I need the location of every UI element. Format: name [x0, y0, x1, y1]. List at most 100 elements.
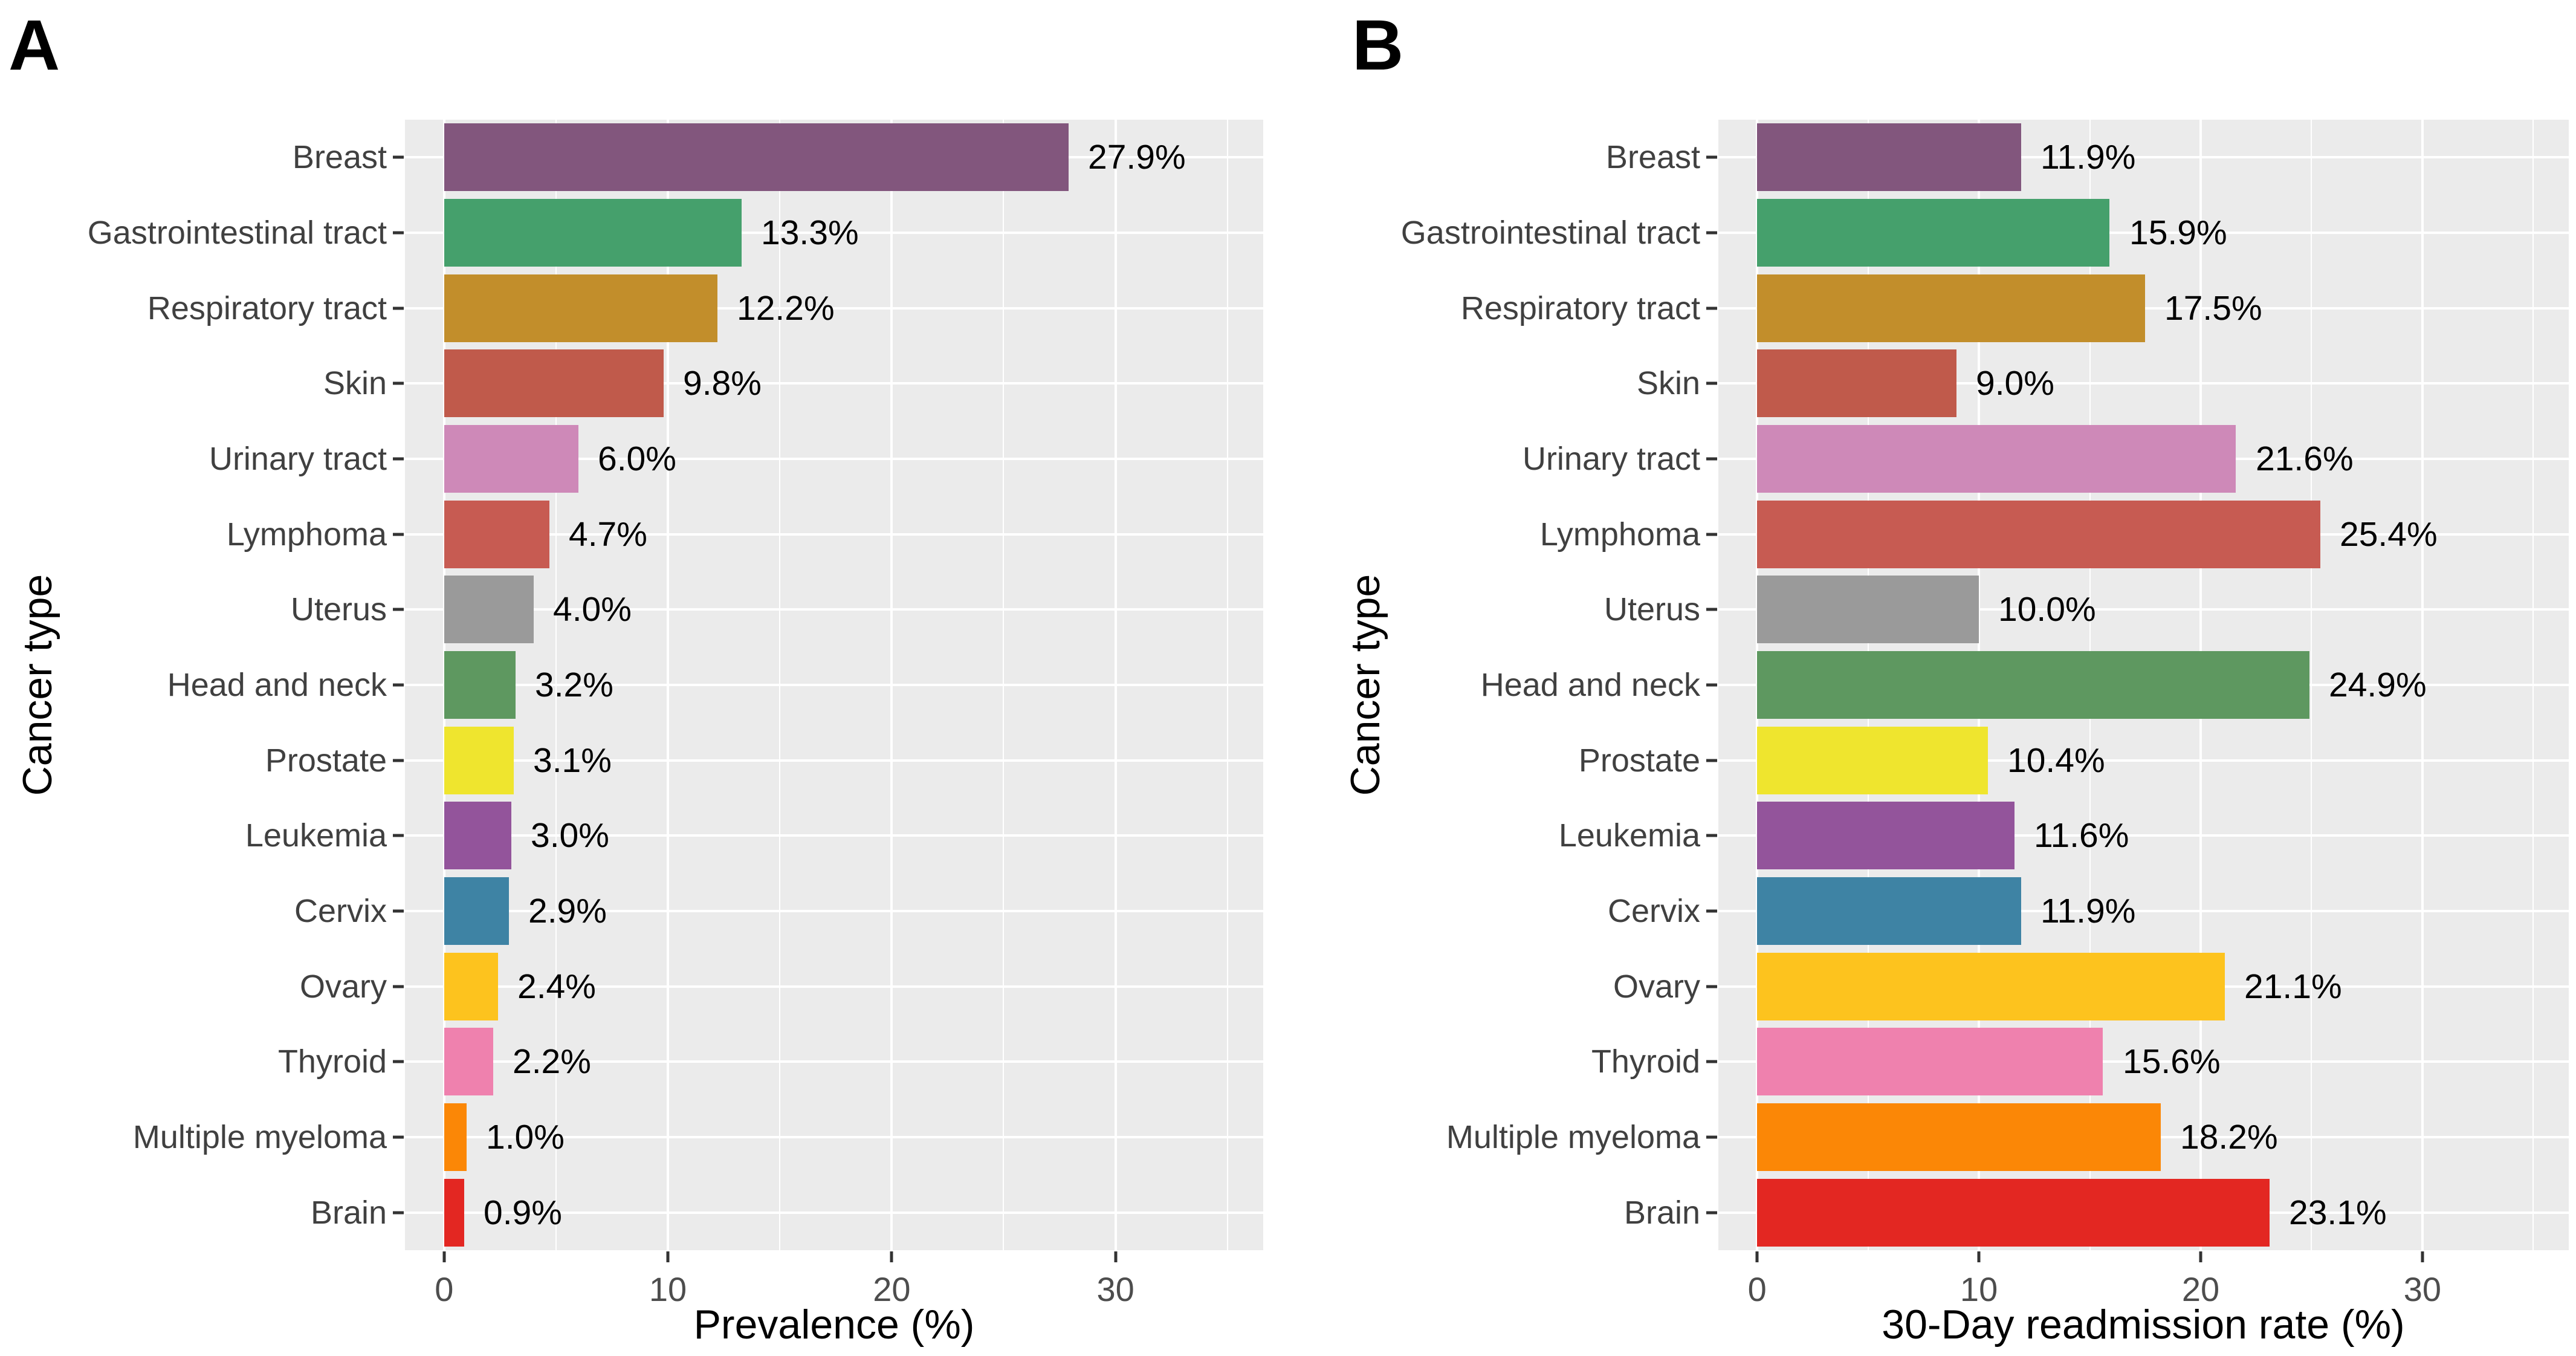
- category-label: Gastrointestinal tract: [87, 215, 387, 251]
- y-tick-mark: [1706, 231, 1717, 235]
- category-label: Respiratory tract: [1460, 290, 1700, 326]
- category-label: Prostate: [1578, 742, 1700, 779]
- bar-lymphoma: [444, 501, 549, 568]
- y-tick-mark: [393, 1060, 404, 1063]
- y-tick-mark: [1706, 155, 1717, 159]
- y-tick-mark: [393, 985, 404, 988]
- category-label: Urinary tract: [209, 441, 387, 477]
- y-tick-mark: [1706, 457, 1717, 461]
- value-label: 15.6%: [2123, 1042, 2221, 1081]
- panel-a-x-axis-title: Prevalence (%): [693, 1302, 975, 1348]
- value-label: 11.9%: [2040, 138, 2136, 177]
- bar-ovary: [444, 953, 498, 1020]
- bar-respiratory-tract: [444, 274, 717, 342]
- category-label: Respiratory tract: [147, 290, 387, 326]
- value-label: 2.4%: [517, 967, 596, 1006]
- value-label: 25.4%: [2340, 515, 2438, 554]
- panel-b-plot-area: 11.9% 15.9% 17.5% 9.0% 21.6% 25.4% 10.0% 24.9% 1…: [1718, 120, 2569, 1250]
- bar-uterus: [1757, 576, 1979, 643]
- y-tick-mark: [1706, 834, 1717, 837]
- bar-gastrointestinal-tract: [444, 199, 742, 267]
- category-label: Urinary tract: [1522, 441, 1700, 477]
- bar-multiple-myeloma: [444, 1103, 467, 1171]
- major-gridline-horizontal: [1718, 834, 2569, 837]
- x-tick-label: 30: [1096, 1270, 1134, 1308]
- x-tick-mark: [1755, 1251, 1759, 1262]
- x-tick-label: 0: [435, 1270, 454, 1308]
- bar-breast: [444, 123, 1069, 191]
- y-tick-mark: [393, 909, 404, 913]
- category-label: Cervix: [294, 893, 387, 929]
- y-tick-mark: [393, 307, 404, 310]
- major-gridline-horizontal: [405, 1136, 1263, 1138]
- bar-thyroid: [1757, 1028, 2103, 1095]
- value-label: 2.2%: [513, 1042, 591, 1081]
- category-label: Multiple myeloma: [1446, 1119, 1700, 1155]
- value-label: 27.9%: [1088, 138, 1186, 177]
- value-label: 21.1%: [2244, 967, 2342, 1006]
- panel-a-y-axis-title: Cancer type: [15, 574, 60, 796]
- bar-head-and-neck: [444, 651, 516, 719]
- bar-lymphoma: [1757, 501, 2321, 568]
- y-tick-mark: [1706, 1135, 1717, 1139]
- bar-uterus: [444, 576, 534, 643]
- category-label: Thyroid: [277, 1043, 387, 1080]
- major-gridline-horizontal: [405, 985, 1263, 988]
- category-label: Skin: [323, 365, 387, 401]
- x-tick-mark: [442, 1251, 446, 1262]
- major-gridline-horizontal: [405, 684, 1263, 686]
- x-tick-label: 0: [1747, 1270, 1767, 1308]
- x-tick-mark: [1114, 1251, 1118, 1262]
- y-tick-mark: [1706, 985, 1717, 988]
- category-label: Lymphoma: [1539, 516, 1700, 553]
- category-label: Multiple myeloma: [132, 1119, 387, 1155]
- bar-cervix: [1757, 877, 2022, 945]
- x-tick-label: 30: [2403, 1270, 2441, 1308]
- bar-leukemia: [444, 802, 511, 869]
- bar-leukemia: [1757, 802, 2015, 869]
- value-label: 1.0%: [486, 1118, 565, 1156]
- category-label: Gastrointestinal tract: [1400, 215, 1700, 251]
- panel-b-x-axis-title: 30-Day readmission rate (%): [1882, 1302, 2405, 1348]
- major-gridline-horizontal: [1718, 156, 2569, 158]
- category-label: Lymphoma: [226, 516, 387, 553]
- y-tick-mark: [1706, 683, 1717, 687]
- bar-gastrointestinal-tract: [1757, 199, 2110, 267]
- major-gridline-horizontal: [405, 608, 1263, 611]
- value-label: 11.9%: [2040, 892, 2136, 930]
- x-tick-mark: [1977, 1251, 1981, 1262]
- value-label: 9.8%: [683, 364, 762, 403]
- y-tick-mark: [1706, 381, 1717, 385]
- category-label: Ovary: [299, 968, 387, 1005]
- major-gridline-horizontal: [405, 533, 1263, 536]
- category-label: Breast: [1605, 139, 1700, 175]
- category-label: Head and neck: [167, 667, 387, 703]
- y-tick-mark: [393, 1135, 404, 1139]
- y-tick-mark: [393, 759, 404, 762]
- bar-respiratory-tract: [1757, 274, 2146, 342]
- bar-head-and-neck: [1757, 651, 2310, 719]
- y-tick-mark: [393, 683, 404, 687]
- bar-cervix: [444, 877, 509, 945]
- bar-breast: [1757, 123, 2022, 191]
- value-label: 10.4%: [2007, 741, 2105, 780]
- major-gridline-horizontal: [405, 834, 1263, 837]
- value-label: 9.0%: [1976, 364, 2054, 403]
- y-tick-mark: [1706, 1211, 1717, 1215]
- value-label: 12.2%: [737, 289, 835, 328]
- category-label: Leukemia: [245, 817, 387, 854]
- value-label: 11.6%: [2034, 816, 2129, 855]
- major-gridline-horizontal: [405, 1060, 1263, 1063]
- value-label: 3.2%: [535, 666, 613, 704]
- category-label: Prostate: [265, 742, 387, 779]
- y-tick-mark: [393, 381, 404, 385]
- value-label: 18.2%: [2180, 1118, 2278, 1156]
- value-label: 13.3%: [761, 213, 859, 252]
- y-tick-mark: [393, 608, 404, 611]
- category-label: Cervix: [1607, 893, 1700, 929]
- major-gridline-horizontal: [1718, 910, 2569, 912]
- value-label: 21.6%: [2256, 440, 2354, 478]
- y-tick-mark: [393, 533, 404, 536]
- panel-b-y-axis-title: Cancer type: [1342, 574, 1388, 796]
